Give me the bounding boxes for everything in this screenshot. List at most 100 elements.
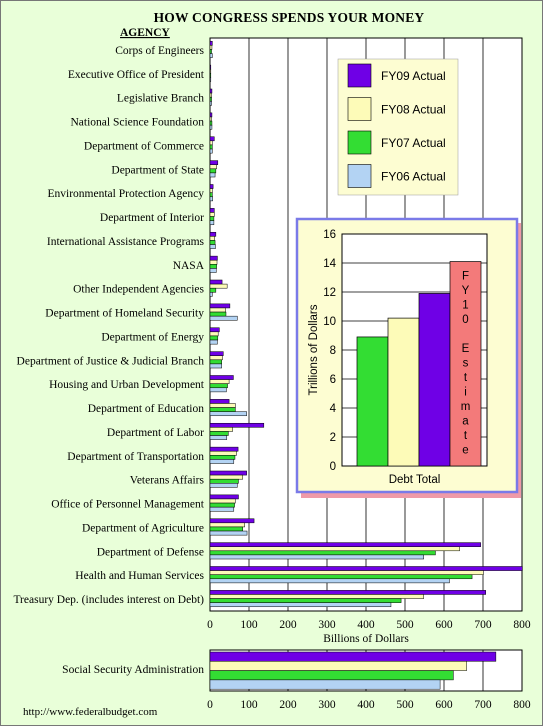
- bar-fy07-department-of-labor: [209, 431, 229, 436]
- bar-fy08-social-security: [209, 661, 467, 671]
- bar-fy09-department-of-justice-judicial-branch: [209, 351, 224, 356]
- category-label-department-of-homeland-security: Department of Homeland Security: [45, 308, 204, 320]
- category-label-department-of-transportation: Department of Transportation: [67, 451, 204, 463]
- x-tick-label: 600: [435, 699, 453, 711]
- bar-fy08-national-science-foundation: [209, 116, 212, 122]
- bar-fy07-social-security: [209, 670, 454, 681]
- bar-fy08-department-of-interior: [209, 212, 215, 217]
- inset-bar-label-char: 1: [462, 300, 468, 312]
- bar-fy06-department-of-commerce: [209, 148, 213, 154]
- bar-fy07-office-of-personnel-management: [209, 502, 235, 508]
- bar-fy07-health-and-human-services: [209, 574, 473, 580]
- inset-bar-fy08-actual: [387, 317, 420, 467]
- bar-fy09-veterans-affairs: [209, 470, 247, 476]
- inset-bar-label-char: Y: [462, 285, 470, 297]
- inset-bar-label-char: 0: [462, 314, 468, 326]
- bar-fy06-department-of-interior: [209, 220, 215, 226]
- inset-bar-fy07-actual: [356, 336, 389, 467]
- category-label-social-security-administration: Social Security Administration: [62, 664, 204, 676]
- bar-fy07-department-of-justice-judicial-branch: [209, 359, 222, 365]
- bar-fy06-department-of-energy: [209, 339, 218, 345]
- bar-fy07-corps-of-engineers: [209, 49, 212, 54]
- category-label-corps-of-engineers: Corps of Engineers: [115, 45, 204, 57]
- category-label-environmental-protection-agency: Environmental Protection Agency: [48, 188, 205, 200]
- bar-fy06-department-of-justice-judicial-branch: [209, 363, 222, 369]
- bar-fy06-department-of-agriculture: [209, 530, 248, 536]
- legend-label-fy07: FY07 Actual: [381, 136, 446, 150]
- bar-fy07-veterans-affairs: [209, 478, 239, 484]
- category-label-national-science-foundation: National Science Foundation: [71, 117, 205, 129]
- bar-fy06-office-of-personnel-management: [209, 506, 235, 512]
- category-label-department-of-education: Department of Education: [88, 403, 204, 415]
- bar-fy08-environmental-protection-agency: [209, 188, 213, 193]
- inset-y-tick-label: 0: [330, 461, 336, 473]
- x-tick-label: 500: [396, 619, 414, 631]
- x-tick-label: 100: [240, 699, 258, 711]
- bar-fy09-department-of-interior: [209, 208, 215, 213]
- inset-bar-label-char: s: [463, 358, 469, 370]
- category-label-legislative-branch: Legislative Branch: [117, 93, 204, 105]
- x-tick-label: 0: [207, 619, 213, 631]
- bar-fy06-national-science-foundation: [209, 124, 213, 130]
- bar-fy08-office-of-personnel-management: [209, 498, 236, 504]
- bar-fy09-department-of-transportation: [209, 446, 239, 452]
- inset-bar-label-char: e: [462, 445, 468, 457]
- bar-fy08-other-independent-agencies: [209, 283, 228, 289]
- bar-fy06-health-and-human-services: [209, 578, 450, 584]
- bar-fy07-national-science-foundation: [209, 120, 213, 126]
- bar-fy06-social-security: [209, 679, 441, 690]
- x-tick-label: 200: [279, 619, 297, 631]
- bar-fy07-department-of-transportation: [209, 455, 236, 460]
- bar-fy07-department-of-energy: [209, 335, 219, 341]
- bar-fy09-department-of-state: [209, 160, 219, 165]
- bar-fy08-executive-office-of-president: [209, 68, 212, 74]
- inset-y-tick-label: 2: [330, 432, 336, 444]
- legend-swatch-fy07: [347, 130, 372, 155]
- x-tick-label: 400: [357, 699, 375, 711]
- bar-fy08-veterans-affairs: [209, 474, 244, 480]
- legend-swatch-fy08: [347, 97, 372, 121]
- bar-fy06-legislative-branch: [209, 101, 212, 106]
- bar-fy09-environmental-protection-agency: [209, 184, 214, 189]
- category-label-office-of-personnel-management: Office of Personnel Management: [51, 499, 205, 511]
- bar-fy06-housing-and-urban-development: [209, 387, 227, 393]
- bar-fy09-social-security: [209, 651, 497, 662]
- inset-bar-label-char: t: [464, 430, 468, 442]
- x-tick-label: 100: [240, 619, 258, 631]
- category-label-other-independent-agencies: Other Independent Agencies: [73, 284, 204, 296]
- bar-fy08-international-assistance-programs: [209, 236, 215, 241]
- bar-fy09-executive-office-of-president: [209, 64, 212, 70]
- bar-fy09-department-of-commerce: [209, 136, 215, 142]
- legend-swatch-fy06: [347, 164, 372, 188]
- x-tick-label: 700: [474, 619, 492, 631]
- bar-fy09-corps-of-engineers: [209, 40, 213, 46]
- bar-fy06-environmental-protection-agency: [209, 196, 213, 202]
- bar-fy09-health-and-human-services: [209, 566, 523, 571]
- inset-y-axis-title: Trillions of Dollars: [308, 304, 320, 395]
- bar-fy08-department-of-defense: [209, 546, 460, 552]
- bar-fy06-international-assistance-programs: [209, 244, 216, 249]
- category-label-health-and-human-services: Health and Human Services: [75, 570, 204, 582]
- x-tick-label: 0: [207, 699, 213, 711]
- x-tick-label: 600: [435, 619, 453, 631]
- category-label-department-of-agriculture: Department of Agriculture: [82, 522, 204, 534]
- category-label-veterans-affairs: Veterans Affairs: [130, 475, 205, 487]
- page-title: HOW CONGRESS SPENDS YOUR MONEY: [154, 10, 425, 25]
- x-tick-label: 500: [396, 699, 414, 711]
- bar-fy07-department-of-homeland-security: [209, 311, 227, 317]
- bar-fy07-department-of-defense: [209, 550, 436, 556]
- bar-fy08-treasury-dep-includes-interest-on-debt: [209, 594, 424, 599]
- category-label-department-of-commerce: Department of Commerce: [84, 140, 204, 152]
- bar-fy09-international-assistance-programs: [209, 231, 217, 237]
- x-tick-label: 300: [318, 619, 336, 631]
- bar-fy06-nasa: [209, 268, 217, 273]
- bar-fy06-department-of-defense: [209, 554, 424, 560]
- bar-fy08-department-of-energy: [209, 331, 219, 337]
- inset-bar-label-char: F: [462, 271, 469, 283]
- inset-y-tick-label: 12: [323, 287, 336, 299]
- bar-fy06-department-of-education: [209, 411, 247, 417]
- x-tick-label: 200: [279, 699, 297, 711]
- inset-y-tick-label: 8: [330, 345, 336, 357]
- x-tick-label: 800: [513, 619, 531, 631]
